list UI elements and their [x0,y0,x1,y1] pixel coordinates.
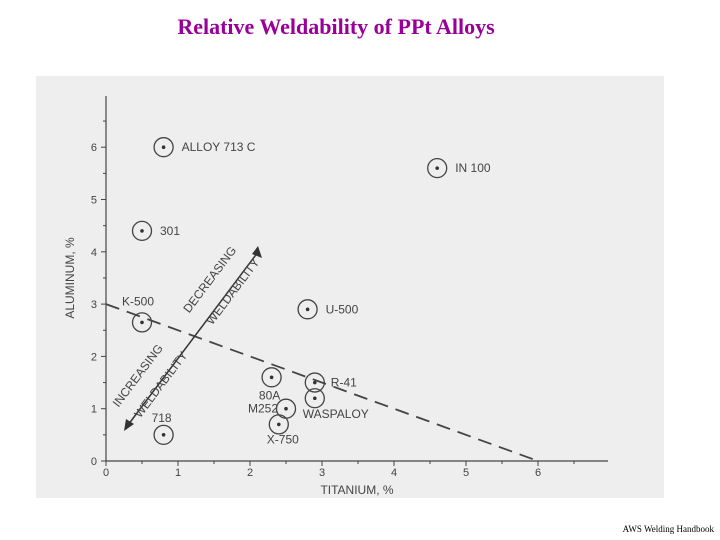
data-point: ALLOY 713 C [153,137,256,158]
data-point-label: IN 100 [455,161,491,175]
weldability-boundary-line [105,303,539,462]
data-points: ALLOY 713 C IN 100 301 U-500 K-500 80A R-41 M25… [122,137,491,446]
y-tick-label: 1 [91,404,97,416]
data-point-dot [435,166,440,170]
y-tick-label: 3 [91,299,97,311]
data-point-label: 301 [160,224,180,238]
x-tick-label: 3 [319,467,325,479]
y-tick-label: 6 [91,142,97,154]
data-point: WASPALOY [303,388,369,421]
x-tick-label: 0 [103,467,109,479]
x-tick-label: 2 [247,467,253,479]
y-tick-label: 4 [91,247,97,259]
axis-ticks: 0 1 2 3 4 5 6 0 1 2 3 4 5 6 [91,120,575,479]
data-point-circle [304,372,325,393]
data-point-circle [131,220,153,242]
data-point-label: U-500 [326,302,359,316]
data-point: 80A [259,367,282,402]
weldability-arrow-shaft [127,251,259,426]
up-arrowhead [252,246,262,258]
data-point-dot [140,229,144,233]
data-point-circle [268,414,289,435]
data-point-label: 80A [259,388,280,402]
slide-title: Relative Weldability of PPt Alloys [177,14,495,39]
y-tick-label: 2 [91,351,97,363]
data-point-label: X-750 [267,432,299,446]
y-axis-label: ALUMINUM, % [63,237,77,319]
data-point-dot [313,396,317,401]
data-point-circle [427,157,448,179]
data-point-dot [284,406,288,411]
data-point-dot [305,307,310,312]
data-point-label: R-41 [331,376,357,390]
down-arrowhead [124,419,134,431]
chart-background [36,76,664,498]
data-point-label: ALLOY 713 C [182,140,256,154]
x-tick-label: 6 [535,467,541,479]
data-point-label: M252 [248,402,278,416]
data-point-circle [261,367,282,388]
x-axis-label: TITANIUM, % [320,483,393,497]
source-note: AWS Welding Handbook [622,524,714,534]
data-point: X-750 [267,414,299,446]
data-point-dot [269,375,274,380]
data-point-circle [153,424,174,446]
data-point-dot [140,320,144,325]
data-point: 718 [152,411,174,446]
x-tick-label: 1 [175,467,181,479]
data-point: K-500 [122,294,154,333]
y-tick-label: 5 [91,195,97,207]
data-point-circle [153,137,174,158]
data-point-dot [277,422,281,427]
data-point: R-41 [304,372,357,393]
data-point: IN 100 [427,157,491,179]
data-point: U-500 [297,299,359,320]
data-point-circle [131,312,153,333]
y-tick-label: 0 [91,456,97,468]
data-point-label: K-500 [122,294,154,308]
data-point-label: WASPALOY [303,407,369,421]
data-point-dot [161,145,166,149]
x-tick-label: 5 [463,467,469,479]
data-point: 301 [131,220,180,242]
data-point-dot [161,433,166,437]
data-point-label: 718 [152,411,172,425]
data-point-circle [297,299,318,320]
data-point-circle [304,388,325,409]
x-tick-label: 4 [391,467,397,479]
data-point-dot [313,380,317,385]
weldability-arrows [124,246,262,431]
